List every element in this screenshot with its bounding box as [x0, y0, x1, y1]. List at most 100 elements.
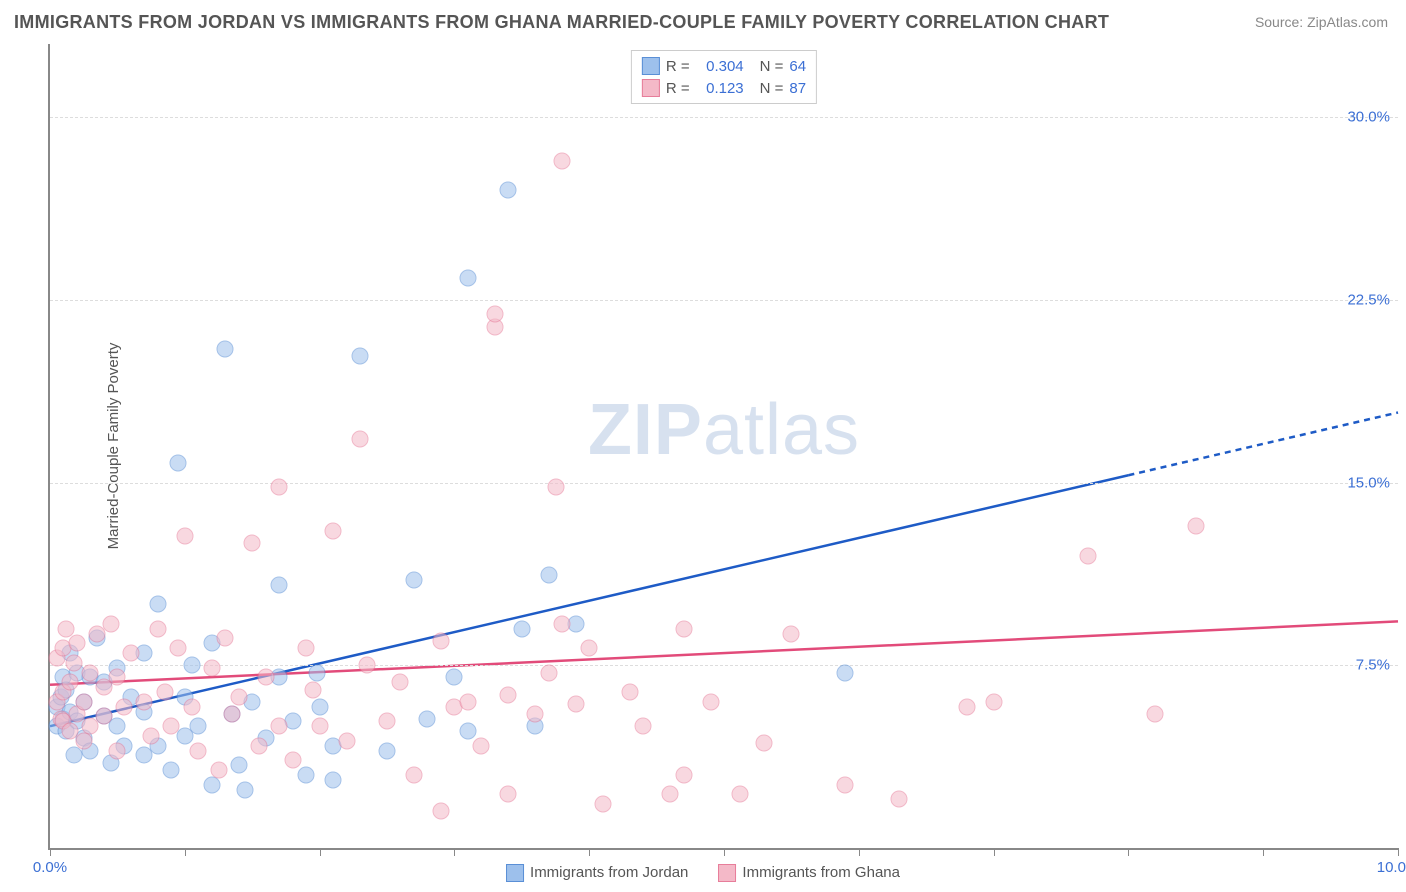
scatter-point: [432, 803, 449, 820]
scatter-point: [271, 479, 288, 496]
chart-title: IMMIGRANTS FROM JORDAN VS IMMIGRANTS FRO…: [14, 12, 1109, 33]
scatter-point: [257, 669, 274, 686]
scatter-point: [230, 688, 247, 705]
scatter-point: [621, 684, 638, 701]
scatter-point: [271, 718, 288, 735]
legend-label: Immigrants from Ghana: [742, 864, 900, 881]
scatter-point: [540, 567, 557, 584]
r-value: 0.123: [696, 80, 744, 97]
scatter-point: [958, 698, 975, 715]
scatter-point: [1147, 706, 1164, 723]
scatter-point: [338, 732, 355, 749]
scatter-point: [1187, 518, 1204, 535]
scatter-point: [210, 762, 227, 779]
y-tick-label: 7.5%: [1356, 657, 1390, 674]
scatter-point: [379, 742, 396, 759]
scatter-point: [217, 340, 234, 357]
scatter-point: [75, 732, 92, 749]
scatter-point: [837, 664, 854, 681]
scatter-point: [756, 735, 773, 752]
series-legend: Immigrants from Jordan Immigrants from Gh…: [506, 864, 900, 882]
scatter-point: [432, 632, 449, 649]
trend-lines-layer: [50, 44, 1398, 848]
y-tick-label: 15.0%: [1347, 474, 1390, 491]
n-label: N =: [760, 58, 784, 75]
scatter-point: [250, 737, 267, 754]
scatter-point: [271, 576, 288, 593]
scatter-point: [325, 771, 342, 788]
scatter-point: [122, 645, 139, 662]
legend-label: Immigrants from Jordan: [530, 864, 688, 881]
scatter-point: [82, 664, 99, 681]
scatter-point: [635, 718, 652, 735]
scatter-point: [176, 528, 193, 545]
gridline: [50, 300, 1398, 301]
legend-item: Immigrants from Jordan: [506, 864, 688, 882]
x-tick: [724, 848, 725, 856]
scatter-point: [486, 306, 503, 323]
scatter-point: [392, 674, 409, 691]
scatter-point: [230, 757, 247, 774]
scatter-point: [203, 659, 220, 676]
scatter-point: [68, 635, 85, 652]
scatter-point: [298, 766, 315, 783]
scatter-point: [783, 625, 800, 642]
trend-line: [50, 475, 1128, 726]
scatter-point: [732, 786, 749, 803]
scatter-point: [581, 640, 598, 657]
x-tick: [994, 848, 995, 856]
scatter-point: [891, 791, 908, 808]
scatter-point: [358, 657, 375, 674]
scatter-point: [554, 615, 571, 632]
scatter-point: [109, 742, 126, 759]
legend-item: Immigrants from Ghana: [718, 864, 900, 882]
scatter-point: [527, 706, 544, 723]
scatter-point: [662, 786, 679, 803]
scatter-point: [1079, 547, 1096, 564]
scatter-point: [102, 615, 119, 632]
scatter-point: [183, 698, 200, 715]
scatter-point: [308, 664, 325, 681]
y-tick-label: 22.5%: [1347, 291, 1390, 308]
scatter-point: [149, 596, 166, 613]
scatter-point: [837, 776, 854, 793]
r-label: R =: [666, 58, 690, 75]
x-tick: [50, 848, 51, 856]
r-label: R =: [666, 80, 690, 97]
scatter-point: [675, 766, 692, 783]
scatter-point: [304, 681, 321, 698]
x-tick-label: 10.0%: [1377, 859, 1406, 876]
scatter-point: [298, 640, 315, 657]
correlation-legend-row: R =0.123N =87: [642, 77, 806, 99]
x-tick: [1263, 848, 1264, 856]
scatter-point: [62, 674, 79, 691]
scatter-point: [244, 535, 261, 552]
scatter-point: [567, 696, 584, 713]
scatter-point: [352, 347, 369, 364]
x-tick: [859, 848, 860, 856]
watermark: ZIPatlas: [588, 389, 860, 471]
n-value: 64: [789, 58, 806, 75]
scatter-point: [379, 713, 396, 730]
plot-area: ZIPatlas R =0.304N =64R =0.123N =87 7.5%…: [48, 44, 1398, 850]
scatter-point: [459, 723, 476, 740]
scatter-point: [702, 693, 719, 710]
scatter-point: [446, 669, 463, 686]
scatter-point: [500, 786, 517, 803]
n-label: N =: [760, 80, 784, 97]
scatter-point: [58, 620, 75, 637]
trend-line-extrapolated: [1128, 413, 1398, 476]
scatter-point: [473, 737, 490, 754]
scatter-point: [156, 684, 173, 701]
scatter-point: [311, 718, 328, 735]
scatter-point: [163, 762, 180, 779]
scatter-point: [170, 455, 187, 472]
scatter-point: [459, 269, 476, 286]
scatter-point: [540, 664, 557, 681]
scatter-point: [554, 152, 571, 169]
source-attribution: Source: ZipAtlas.com: [1255, 14, 1388, 30]
gridline: [50, 117, 1398, 118]
x-tick: [589, 848, 590, 856]
scatter-point: [149, 620, 166, 637]
x-tick: [1398, 848, 1399, 856]
